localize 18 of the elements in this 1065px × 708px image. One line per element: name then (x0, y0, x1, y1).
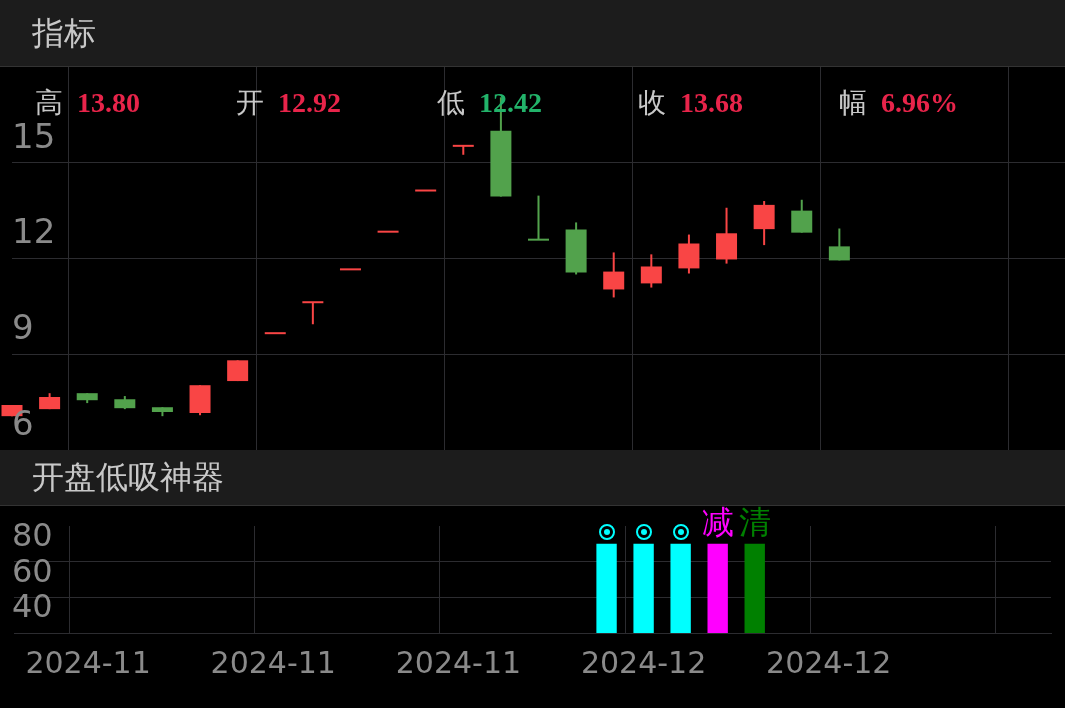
y-tick-label: 40 (12, 587, 53, 626)
x-tick-label: 2024-12 (766, 644, 892, 680)
chart-title: 开盘低吸神器 (32, 458, 224, 496)
y-tick-label: 9 (12, 307, 34, 348)
y-tick-label: 6 (12, 402, 34, 443)
chart-title: 指标 (0, 0, 1065, 67)
y-tick-label: 60 (12, 551, 53, 590)
annotation: 开 12.92 (236, 86, 341, 119)
annotation: 幅 6.96% (839, 86, 958, 119)
x-tick-label: 2024-11 (25, 644, 151, 680)
y-tick-label: 80 (12, 515, 53, 554)
series-label: 减 (701, 503, 734, 542)
x-tick-label: 2024-11 (210, 644, 336, 680)
annotation: 收 13.68 (638, 86, 743, 119)
y-tick-label: 12 (12, 211, 56, 252)
x-tick-label: 2024-11 (395, 644, 522, 680)
series-label: 清 (738, 503, 771, 542)
x-tick-label: 2024-12 (580, 644, 707, 680)
